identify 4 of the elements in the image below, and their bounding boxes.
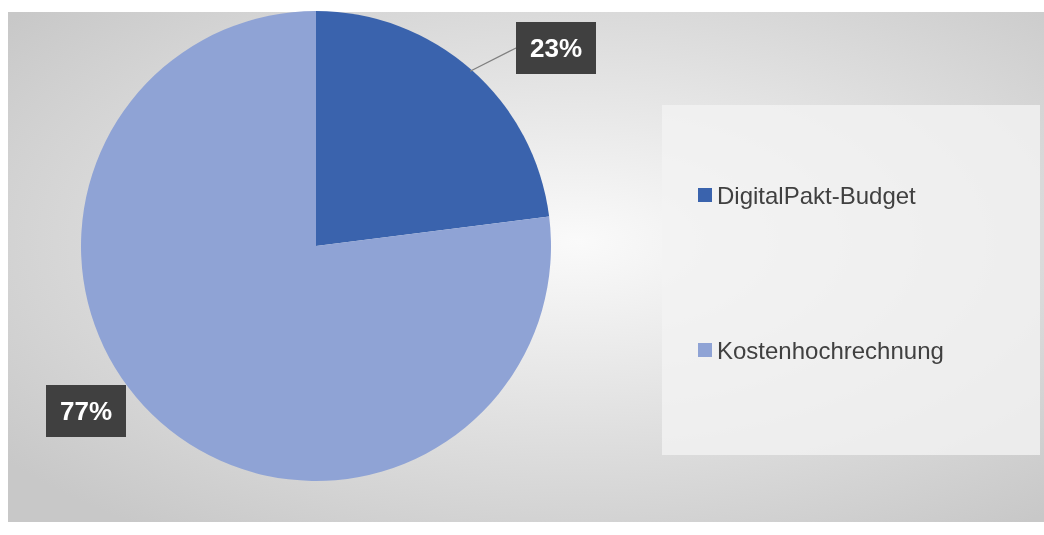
data-label: 77% <box>59 396 113 426</box>
legend-label: Kostenhochrechnung <box>717 336 944 364</box>
legend-label: DigitalPakt-Budget <box>717 181 917 209</box>
data-label: 23% <box>529 33 583 63</box>
